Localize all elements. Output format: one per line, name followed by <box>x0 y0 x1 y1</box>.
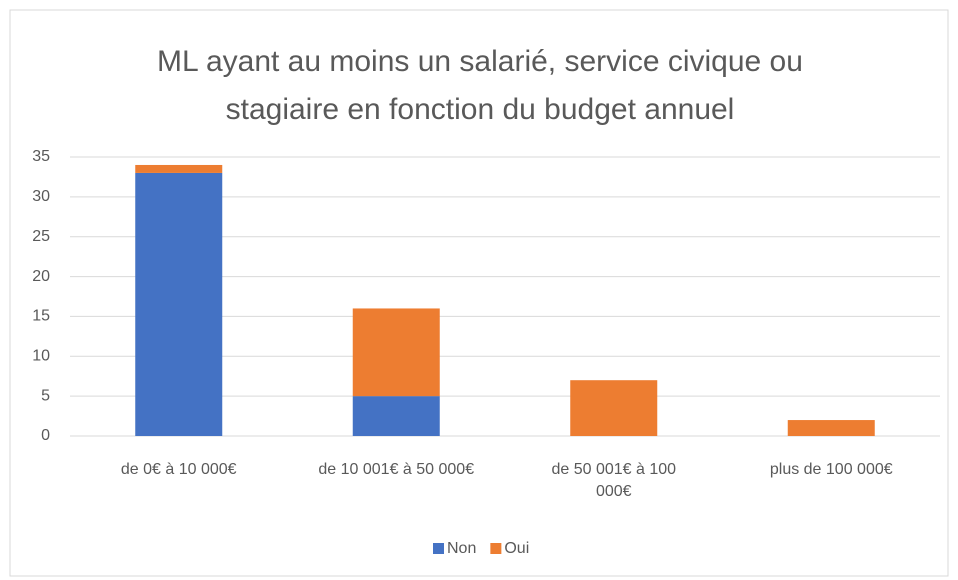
x-tick-label: plus de 100 000€ <box>769 461 893 478</box>
y-tick-label: 10 <box>32 348 50 365</box>
y-tick-label: 0 <box>41 427 50 444</box>
x-tick-label: de 0€ à 10 000€ <box>120 461 237 478</box>
y-tick-label: 25 <box>32 228 50 245</box>
y-tick-label: 15 <box>32 308 50 325</box>
legend-label: Non <box>447 540 476 557</box>
y-tick-label: 35 <box>32 148 50 165</box>
x-tick-label: de 10 001€ à 50 000€ <box>318 461 475 478</box>
legend-label: Oui <box>504 540 529 557</box>
bar-segment <box>570 380 658 436</box>
y-tick-label: 5 <box>41 387 50 404</box>
y-tick-label: 20 <box>32 268 50 285</box>
bar-segment <box>787 420 875 436</box>
y-tick-label: 30 <box>32 188 50 205</box>
bar-segment <box>135 164 223 173</box>
x-tick-label: de 50 001€ à 100 000€ <box>551 461 677 500</box>
title-box: ML ayant au moins un salarié, service ci… <box>157 45 803 126</box>
bar-segment <box>352 396 440 436</box>
legend-swatch <box>490 543 502 554</box>
chart-title: ML ayant au moins un salarié, service ci… <box>157 45 803 126</box>
legend-swatch <box>433 543 444 554</box>
bar-segment <box>135 172 223 436</box>
bar-segment <box>352 308 440 397</box>
